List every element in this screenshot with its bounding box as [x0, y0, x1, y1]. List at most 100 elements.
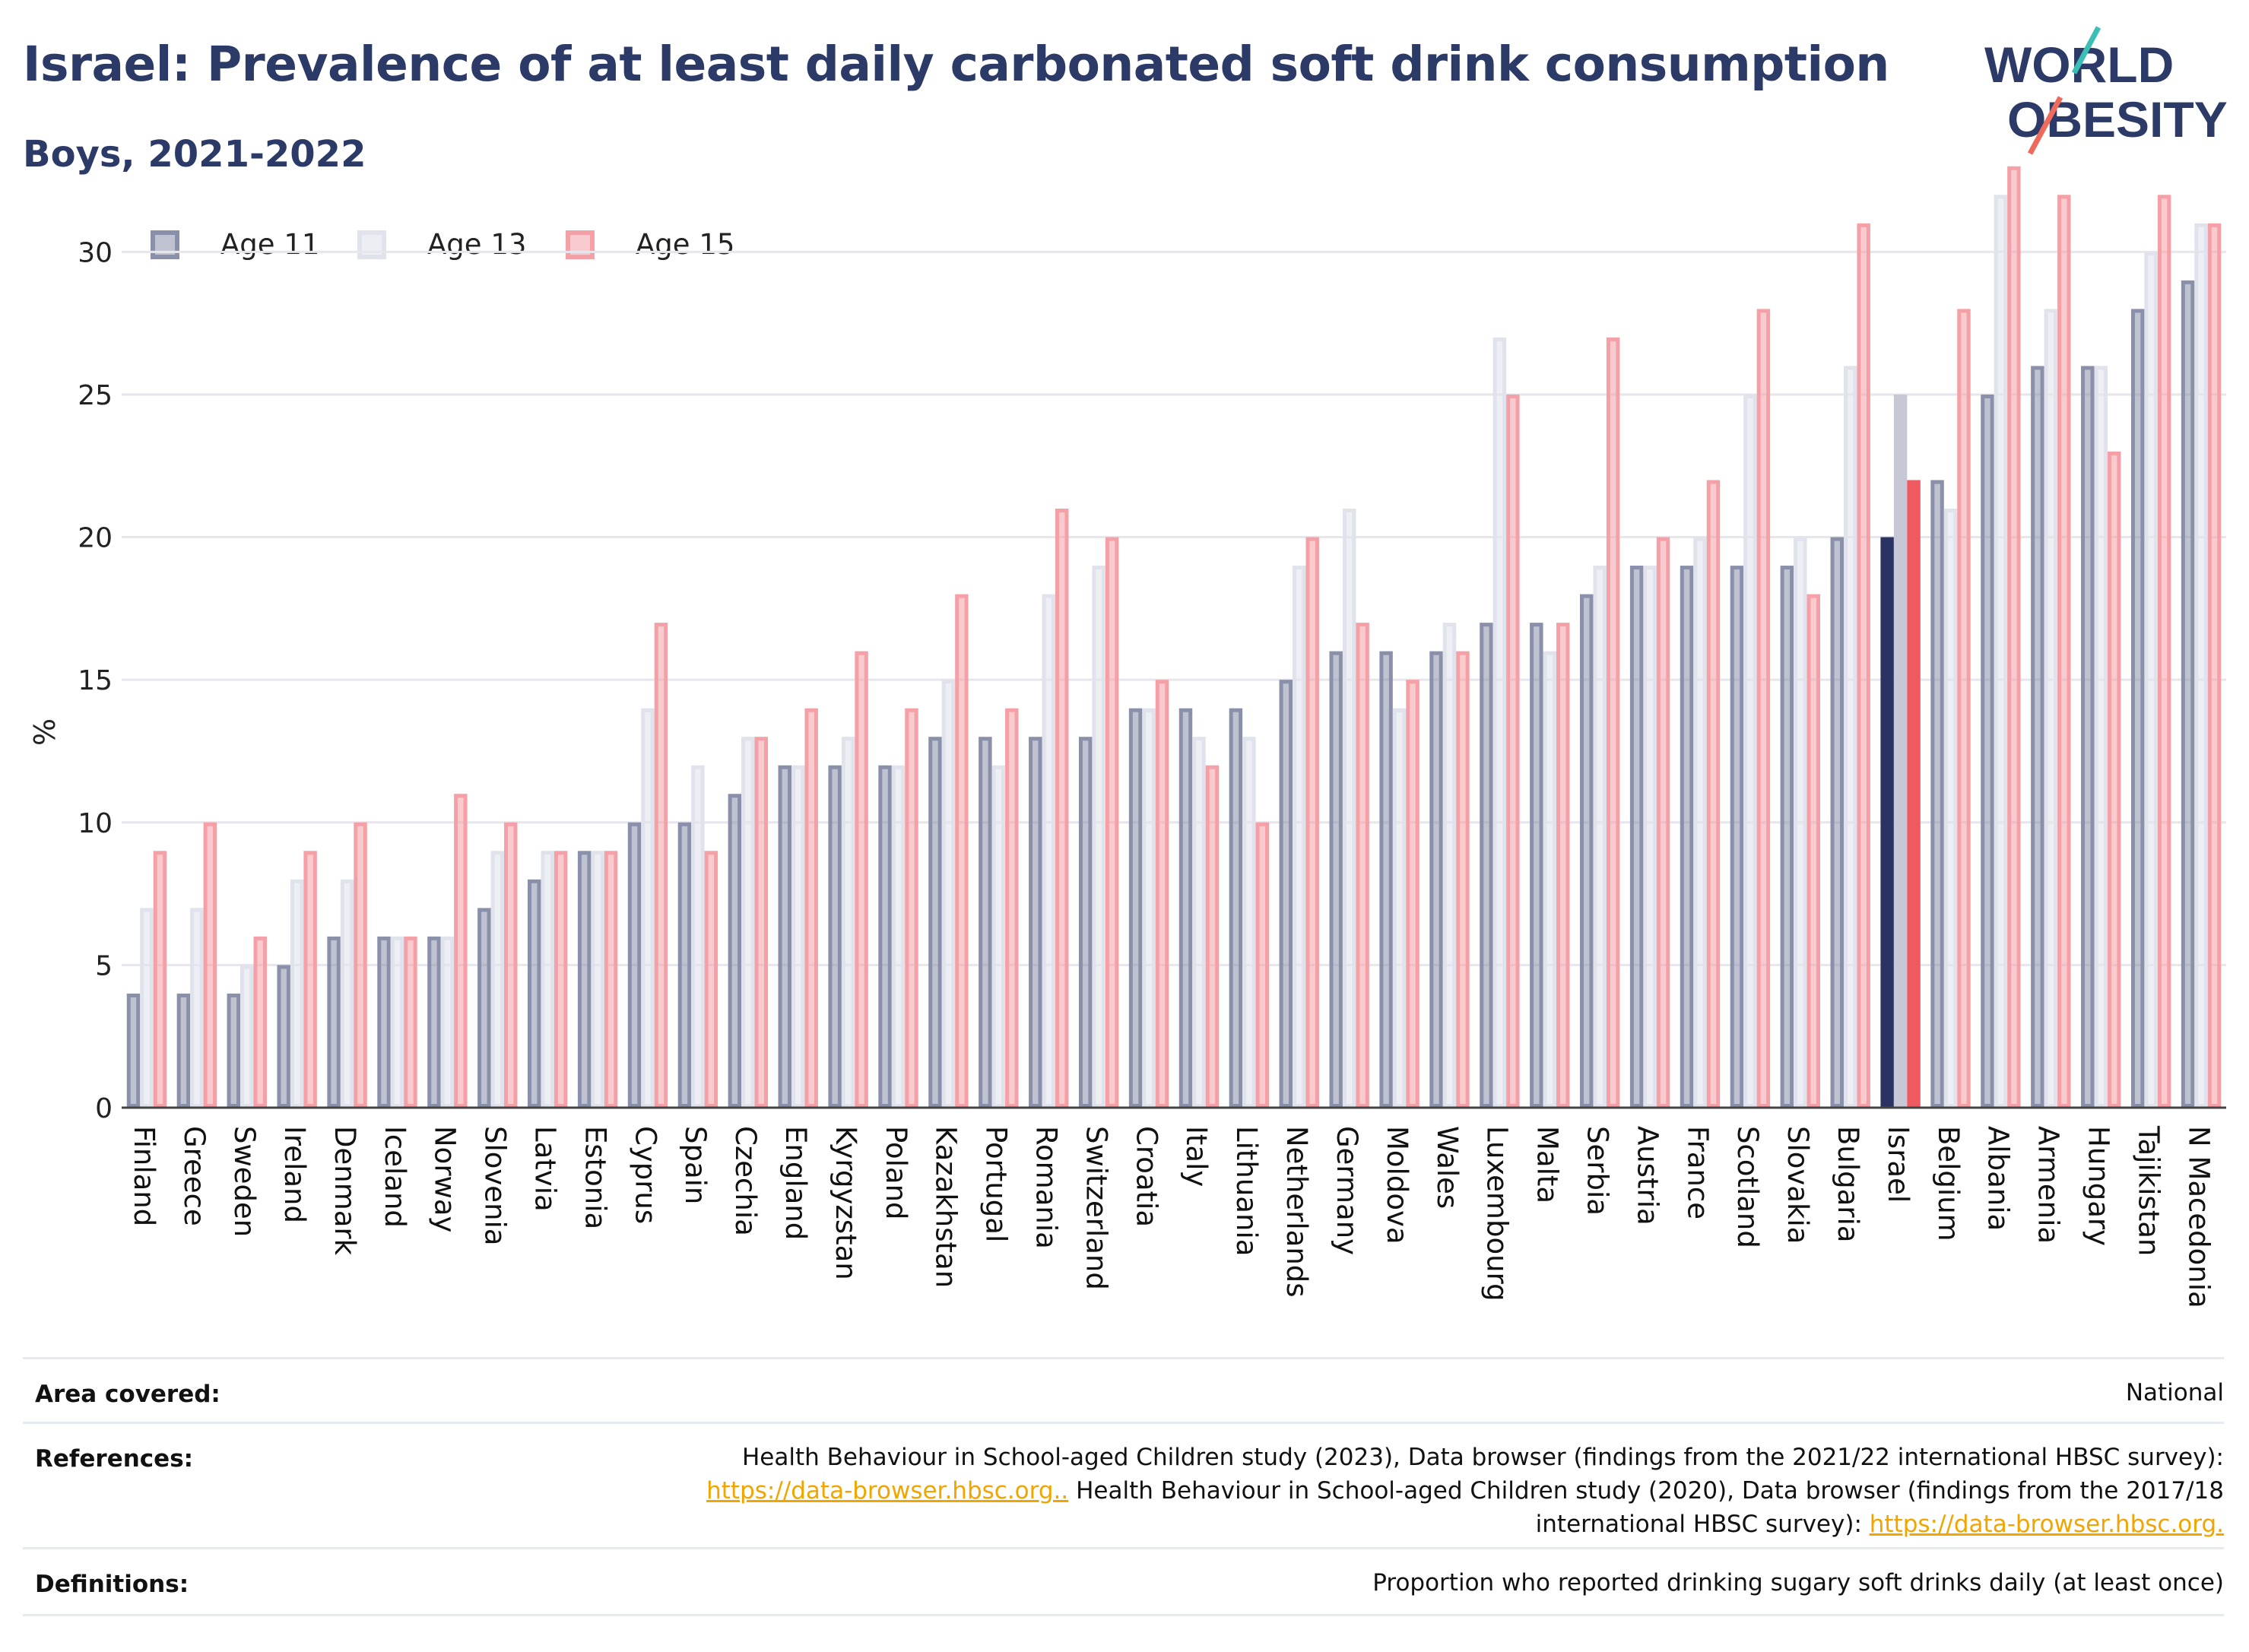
bar-age15[interactable]	[554, 851, 568, 1108]
bar-age11[interactable]	[227, 993, 241, 1108]
reference-link-2[interactable]: https://data-browser.hbsc.org.	[1869, 1511, 2224, 1538]
bar-age11-highlight[interactable]	[1880, 537, 1894, 1108]
bar-age15[interactable]	[454, 794, 468, 1108]
bar-age11[interactable]	[2130, 309, 2145, 1108]
bar-age11[interactable]	[1229, 708, 1243, 1108]
bar-age13[interactable]	[1593, 566, 1607, 1108]
bar-age15[interactable]	[303, 851, 317, 1108]
bar-age11[interactable]	[1530, 623, 1543, 1108]
bar-age13[interactable]	[1242, 737, 1256, 1108]
bar-age11[interactable]	[2081, 366, 2095, 1108]
bar-age11[interactable]	[1429, 651, 1443, 1108]
bar-age13[interactable]	[390, 936, 404, 1108]
bar-age11[interactable]	[1379, 651, 1393, 1108]
bar-age15[interactable]	[203, 822, 217, 1108]
bar-age15[interactable]	[2207, 223, 2222, 1108]
bar-age13[interactable]	[1142, 708, 1156, 1108]
bar-age13[interactable]	[190, 908, 204, 1108]
bar-age11[interactable]	[327, 936, 341, 1108]
reference-link-1[interactable]: https://data-browser.hbsc.org..	[706, 1477, 1069, 1505]
bar-age15[interactable]	[1205, 765, 1220, 1108]
bar-age11[interactable]	[1730, 566, 1744, 1108]
bar-age11[interactable]	[1629, 566, 1644, 1108]
bar-age11[interactable]	[878, 765, 892, 1108]
bar-age13[interactable]	[741, 737, 755, 1108]
bar-age13[interactable]	[591, 851, 604, 1108]
bar-age15[interactable]	[1506, 394, 1520, 1108]
bar-age11[interactable]	[2031, 366, 2044, 1108]
bar-age15[interactable]	[1606, 337, 1620, 1108]
bar-age15[interactable]	[1756, 309, 1771, 1108]
bar-age13[interactable]	[340, 879, 354, 1108]
bar-age15[interactable]	[604, 851, 618, 1108]
bar-age13[interactable]	[1994, 195, 2008, 1108]
bar-age15[interactable]	[2007, 166, 2021, 1108]
bar-age11[interactable]	[2181, 280, 2195, 1108]
bar-age11[interactable]	[1078, 737, 1093, 1108]
bar-age15[interactable]	[404, 936, 417, 1108]
bar-age13[interactable]	[841, 737, 855, 1108]
bar-age13[interactable]	[290, 879, 304, 1108]
bar-age11[interactable]	[1480, 623, 1493, 1108]
bar-age15[interactable]	[1456, 651, 1470, 1108]
bar-age13[interactable]	[1543, 651, 1557, 1108]
bar-age11[interactable]	[627, 822, 642, 1108]
bar-age13[interactable]	[2144, 252, 2158, 1108]
bar-age13[interactable]	[791, 765, 805, 1108]
bar-age13[interactable]	[941, 680, 956, 1108]
bar-age13[interactable]	[1794, 537, 1807, 1108]
bar-age13[interactable]	[1293, 566, 1306, 1108]
bar-age15[interactable]	[1255, 822, 1270, 1108]
bar-age13[interactable]	[2194, 223, 2208, 1108]
bar-age15[interactable]	[754, 737, 769, 1108]
bar-age11[interactable]	[1579, 594, 1594, 1108]
bar-age11[interactable]	[477, 908, 491, 1108]
bar-age15[interactable]	[1105, 537, 1119, 1108]
bar-age15[interactable]	[354, 822, 367, 1108]
bar-age13-highlight[interactable]	[1893, 394, 1908, 1108]
bar-age13[interactable]	[1192, 737, 1206, 1108]
bar-age15[interactable]	[504, 822, 518, 1108]
bar-age15[interactable]	[1055, 509, 1069, 1108]
bar-age13[interactable]	[2094, 366, 2108, 1108]
bar-age11[interactable]	[778, 765, 791, 1108]
bar-age15[interactable]	[1356, 623, 1369, 1108]
bar-age11[interactable]	[1029, 737, 1042, 1108]
bar-age15[interactable]	[905, 708, 918, 1108]
bar-age11[interactable]	[677, 822, 692, 1108]
bar-age13[interactable]	[1643, 566, 1657, 1108]
bar-age13[interactable]	[691, 765, 705, 1108]
bar-age11[interactable]	[1329, 651, 1343, 1108]
bar-age13[interactable]	[1342, 509, 1356, 1108]
bar-age11[interactable]	[728, 794, 742, 1108]
bar-age11[interactable]	[527, 879, 541, 1108]
bar-age11[interactable]	[828, 765, 842, 1108]
bar-age13[interactable]	[1442, 623, 1457, 1108]
bar-age15[interactable]	[1005, 708, 1019, 1108]
bar-age11[interactable]	[176, 993, 191, 1108]
bar-age13[interactable]	[891, 765, 906, 1108]
bar-age13[interactable]	[641, 708, 655, 1108]
bar-age13[interactable]	[1092, 566, 1105, 1108]
bar-age13[interactable]	[1392, 708, 1407, 1108]
bar-age15[interactable]	[855, 651, 868, 1108]
bar-age13[interactable]	[2044, 309, 2058, 1108]
bar-age11[interactable]	[1830, 537, 1844, 1108]
bar-age15[interactable]	[1406, 680, 1420, 1108]
bar-age15[interactable]	[1305, 537, 1319, 1108]
bar-age15[interactable]	[1806, 594, 1821, 1108]
bar-age11[interactable]	[277, 965, 290, 1108]
bar-age15-highlight[interactable]	[1907, 480, 1921, 1108]
bar-age15[interactable]	[1556, 623, 1570, 1108]
bar-age13[interactable]	[1693, 537, 1707, 1108]
bar-age13[interactable]	[1492, 337, 1507, 1108]
bar-age15[interactable]	[955, 594, 969, 1108]
bar-age15[interactable]	[1857, 223, 1870, 1108]
bar-age15[interactable]	[2057, 195, 2071, 1108]
bar-age11[interactable]	[126, 993, 141, 1108]
bar-age15[interactable]	[1706, 480, 1721, 1108]
bar-age11[interactable]	[377, 936, 391, 1108]
bar-age15[interactable]	[2107, 451, 2121, 1108]
bar-age13[interactable]	[1843, 366, 1857, 1108]
bar-age11[interactable]	[1981, 394, 1994, 1108]
